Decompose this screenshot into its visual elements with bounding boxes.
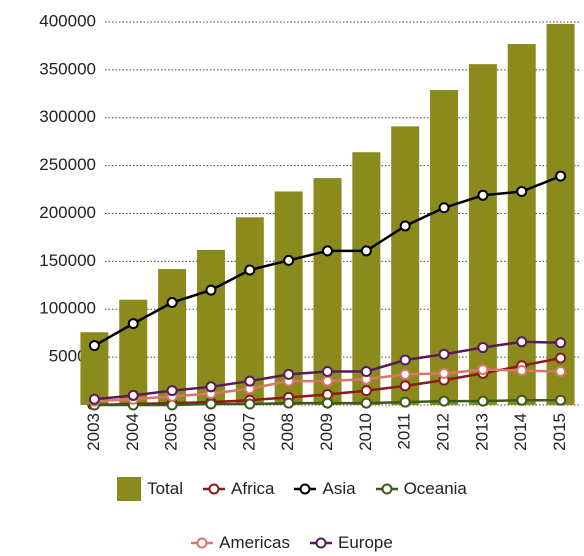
y-tick-label: 200000	[39, 203, 96, 222]
legend-label: Total	[147, 479, 184, 498]
point	[322, 397, 333, 409]
y-tick-label: 250000	[39, 155, 96, 174]
legend-marker	[381, 483, 393, 495]
point	[399, 220, 411, 232]
y-tick-label: 150000	[39, 251, 96, 270]
point	[438, 202, 450, 214]
point	[360, 245, 372, 257]
bar	[235, 217, 264, 405]
x-tick-label: 2011	[395, 413, 414, 450]
x-tick-label: 2004	[123, 413, 142, 451]
x-tick-label: 2010	[356, 413, 375, 451]
legend-item: Oceania	[375, 476, 467, 502]
point	[360, 385, 372, 397]
bar	[468, 64, 497, 405]
legend-label: Asia	[322, 479, 356, 498]
point	[322, 245, 333, 257]
x-tick-label: 2008	[278, 413, 297, 451]
x-tick-label: 2007	[239, 413, 258, 451]
point	[516, 336, 528, 348]
point	[399, 368, 411, 380]
point	[438, 395, 450, 407]
point	[516, 185, 528, 197]
point	[360, 397, 372, 409]
x-tick-label: 2012	[434, 413, 453, 451]
legend-item: Total	[117, 476, 183, 502]
point	[399, 396, 411, 408]
legend-icon	[310, 537, 333, 549]
legend-item: Asia	[294, 476, 356, 502]
point	[166, 297, 178, 309]
point	[477, 364, 489, 376]
legend-icon	[203, 483, 226, 495]
point	[244, 398, 256, 410]
x-tick-label: 2005	[162, 413, 181, 451]
point	[399, 354, 411, 366]
point	[477, 189, 489, 201]
chart: 0500001000001500002000002500003000003500…	[39, 11, 580, 451]
x-tick-label: 2013	[472, 413, 491, 451]
legend-item: Americas	[191, 530, 290, 556]
point	[555, 170, 567, 182]
point	[205, 398, 217, 410]
y-tick-label: 350000	[39, 59, 96, 78]
bar	[158, 269, 187, 405]
point	[399, 380, 411, 392]
point	[244, 375, 256, 387]
bar	[507, 44, 536, 406]
legend-swatch	[117, 477, 142, 501]
point	[555, 365, 567, 377]
point	[283, 397, 295, 409]
legend-label: Africa	[231, 479, 275, 498]
x-tick-label: 2015	[550, 413, 569, 451]
bar	[352, 152, 381, 405]
point	[127, 389, 139, 401]
point	[477, 395, 489, 407]
bar	[196, 249, 225, 405]
point	[438, 367, 450, 379]
legend-icon	[117, 477, 142, 501]
point	[438, 348, 450, 360]
point	[360, 365, 372, 377]
point	[88, 340, 100, 352]
legend-marker	[315, 537, 327, 549]
y-tick-label: 300000	[39, 107, 96, 126]
point	[322, 375, 333, 387]
y-tick-label: 100000	[39, 299, 96, 318]
point	[283, 254, 295, 266]
legend-marker	[208, 483, 220, 495]
x-tick-label: 2014	[511, 413, 530, 451]
point	[555, 352, 567, 364]
y-tick-label: 400000	[39, 11, 96, 30]
x-tick-label: 2003	[84, 413, 103, 451]
point	[205, 381, 217, 393]
point	[205, 284, 217, 296]
legend: Total Africa Asia Oceania Americas Europe	[0, 476, 584, 556]
point	[516, 394, 528, 406]
point	[555, 337, 567, 349]
point	[477, 342, 489, 354]
point	[127, 318, 139, 330]
legend-item: Europe	[310, 530, 393, 556]
legend-icon	[294, 483, 317, 495]
point	[516, 365, 528, 377]
legend-label: Europe	[338, 533, 393, 552]
x-tick-label: 2006	[200, 413, 219, 451]
legend-item: Africa	[203, 476, 274, 502]
point	[322, 365, 333, 377]
point	[166, 385, 178, 397]
legend-marker	[299, 483, 311, 495]
legend-icon	[191, 537, 214, 549]
point	[244, 264, 256, 276]
legend-label: Americas	[219, 533, 291, 552]
legend-icon	[375, 483, 398, 495]
point	[555, 394, 567, 406]
x-tick-label: 2009	[317, 413, 336, 451]
point	[88, 393, 100, 405]
legend-marker	[196, 537, 208, 549]
legend-label: Oceania	[403, 479, 467, 498]
bar	[119, 299, 148, 405]
point	[283, 368, 295, 380]
